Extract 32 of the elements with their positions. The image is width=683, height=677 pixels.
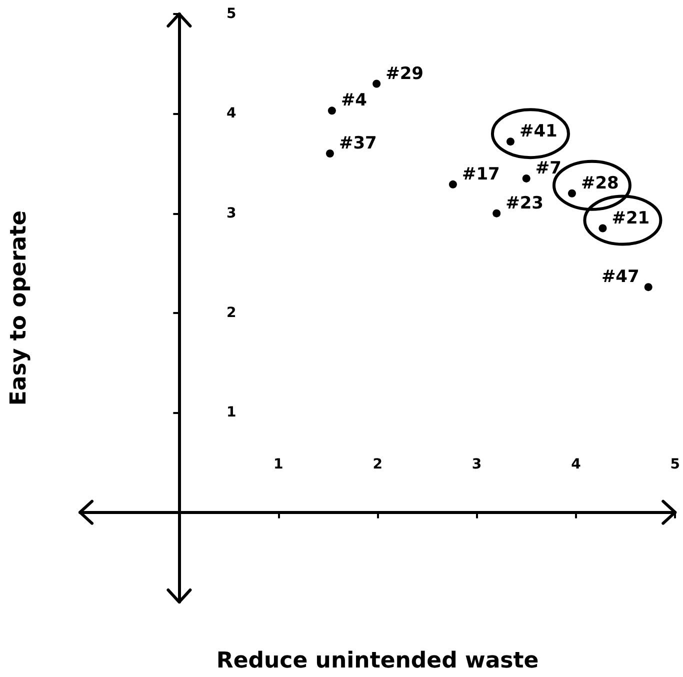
x-tick-label: 4 bbox=[571, 456, 582, 472]
annotation: #17 bbox=[462, 164, 500, 184]
y-tick-label: 2 bbox=[226, 304, 236, 321]
point bbox=[326, 150, 334, 158]
point bbox=[568, 189, 576, 198]
point bbox=[598, 224, 607, 232]
annotation: #47 bbox=[601, 267, 640, 288]
point bbox=[644, 283, 652, 292]
point bbox=[492, 209, 501, 218]
annotation: #28 bbox=[580, 173, 619, 194]
point bbox=[522, 174, 530, 182]
y-tick-label: 1 bbox=[226, 404, 236, 421]
y-axis-title: Easy to operate bbox=[6, 210, 32, 406]
annotation: #41 bbox=[519, 122, 558, 142]
x-tick-label: 5 bbox=[670, 456, 680, 472]
annotation: #4 bbox=[340, 90, 368, 111]
x-tick-label: 1 bbox=[274, 456, 284, 472]
x-axis-title: Reduce unintended waste bbox=[216, 648, 539, 674]
x-tick-label: 3 bbox=[472, 456, 482, 472]
y-tick-label: 3 bbox=[226, 205, 236, 222]
annotation: #21 bbox=[612, 208, 650, 228]
y-tick-label: 4 bbox=[226, 106, 236, 122]
annotation: #29 bbox=[386, 64, 424, 84]
y-tick-label: 5 bbox=[226, 6, 236, 22]
annotation: #37 bbox=[338, 134, 377, 154]
annotation: #7 bbox=[535, 158, 562, 178]
x-tick-label: 2 bbox=[372, 456, 382, 472]
point bbox=[372, 80, 381, 88]
point bbox=[328, 106, 336, 115]
point bbox=[448, 180, 457, 188]
point bbox=[506, 138, 514, 146]
annotation: #23 bbox=[506, 193, 544, 214]
